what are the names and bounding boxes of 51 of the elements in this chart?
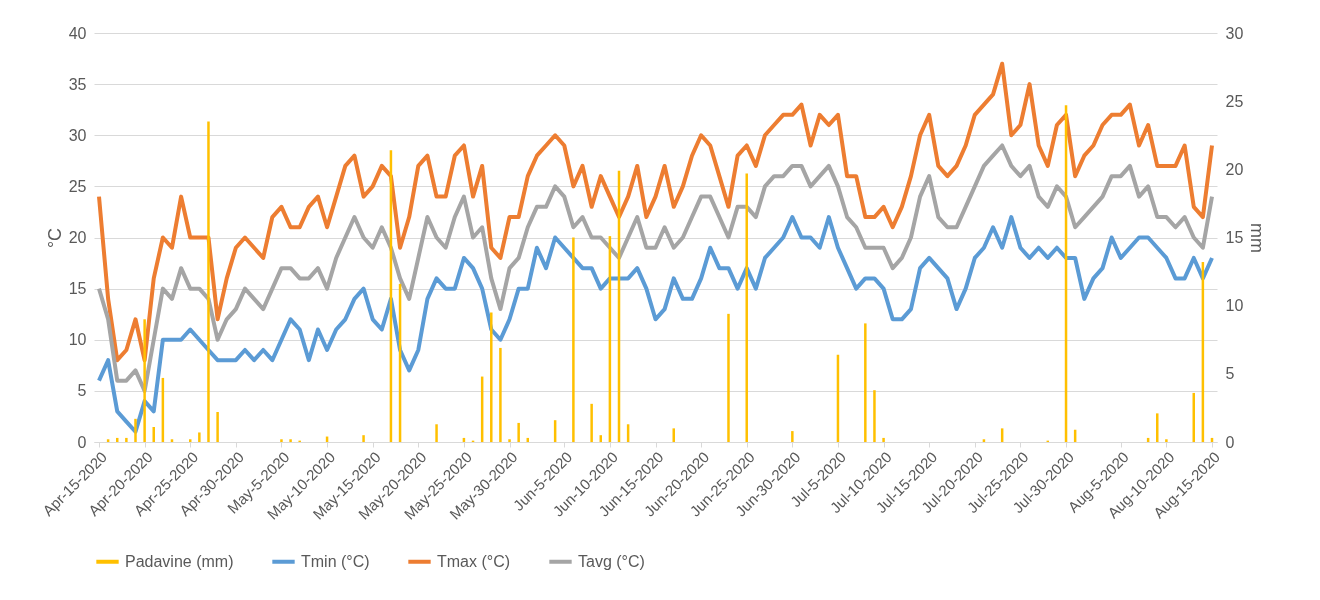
y2-tick-label: 5: [1225, 365, 1235, 383]
bar: [362, 435, 365, 442]
legend-label: Tmin (°C): [301, 552, 370, 570]
line-series: [97, 215, 1214, 434]
bar: [134, 418, 137, 442]
bar: [152, 427, 155, 442]
y2-tick-label: 0: [1225, 433, 1235, 451]
y2-tick-label: 30: [1225, 24, 1244, 42]
bar: [207, 121, 210, 442]
legend-label: Padavine (mm): [125, 552, 234, 570]
bar: [727, 313, 730, 442]
line-series: [97, 61, 1214, 363]
bar: [143, 319, 146, 442]
bar: [873, 390, 876, 442]
bar: [882, 437, 885, 442]
y2-tick-label: 25: [1225, 92, 1244, 110]
y2-axis-title: mm: [1247, 223, 1268, 253]
bar: [572, 237, 575, 442]
y2-tick-label: 15: [1225, 229, 1244, 246]
y-tick-label: 0: [77, 433, 87, 451]
y-tick-label: 25: [68, 177, 87, 195]
bar: [280, 439, 283, 442]
bar: [289, 439, 292, 442]
bar: [517, 422, 520, 442]
y-tick-label: 5: [77, 382, 87, 400]
bar: [745, 173, 748, 442]
y-tick-label: 20: [68, 229, 87, 246]
y-tick-label: 40: [68, 24, 87, 42]
y2-tick-label: 10: [1225, 297, 1244, 315]
legend-label: Tavg (°C): [578, 552, 645, 570]
bar: [508, 439, 511, 442]
bar: [791, 431, 794, 442]
y-axis-title: °C: [44, 227, 65, 249]
y-tick-label: 10: [68, 331, 87, 349]
legend-label: Tmax (°C): [437, 552, 511, 570]
bar: [198, 432, 201, 442]
bar: [216, 412, 219, 442]
bar: [864, 323, 867, 442]
y-tick-label: 35: [68, 75, 87, 93]
y-tick-label: 15: [68, 280, 87, 298]
bar: [1165, 439, 1168, 442]
bar: [1156, 413, 1159, 442]
bar: [672, 428, 675, 442]
y-tick-label: 30: [68, 126, 87, 144]
bar: [435, 424, 438, 442]
bar: [490, 312, 493, 442]
bar: [125, 437, 128, 442]
y2-tick-label: 20: [1225, 160, 1244, 178]
bar: [590, 403, 593, 442]
line-series: [97, 143, 1214, 393]
bar: [499, 347, 502, 442]
